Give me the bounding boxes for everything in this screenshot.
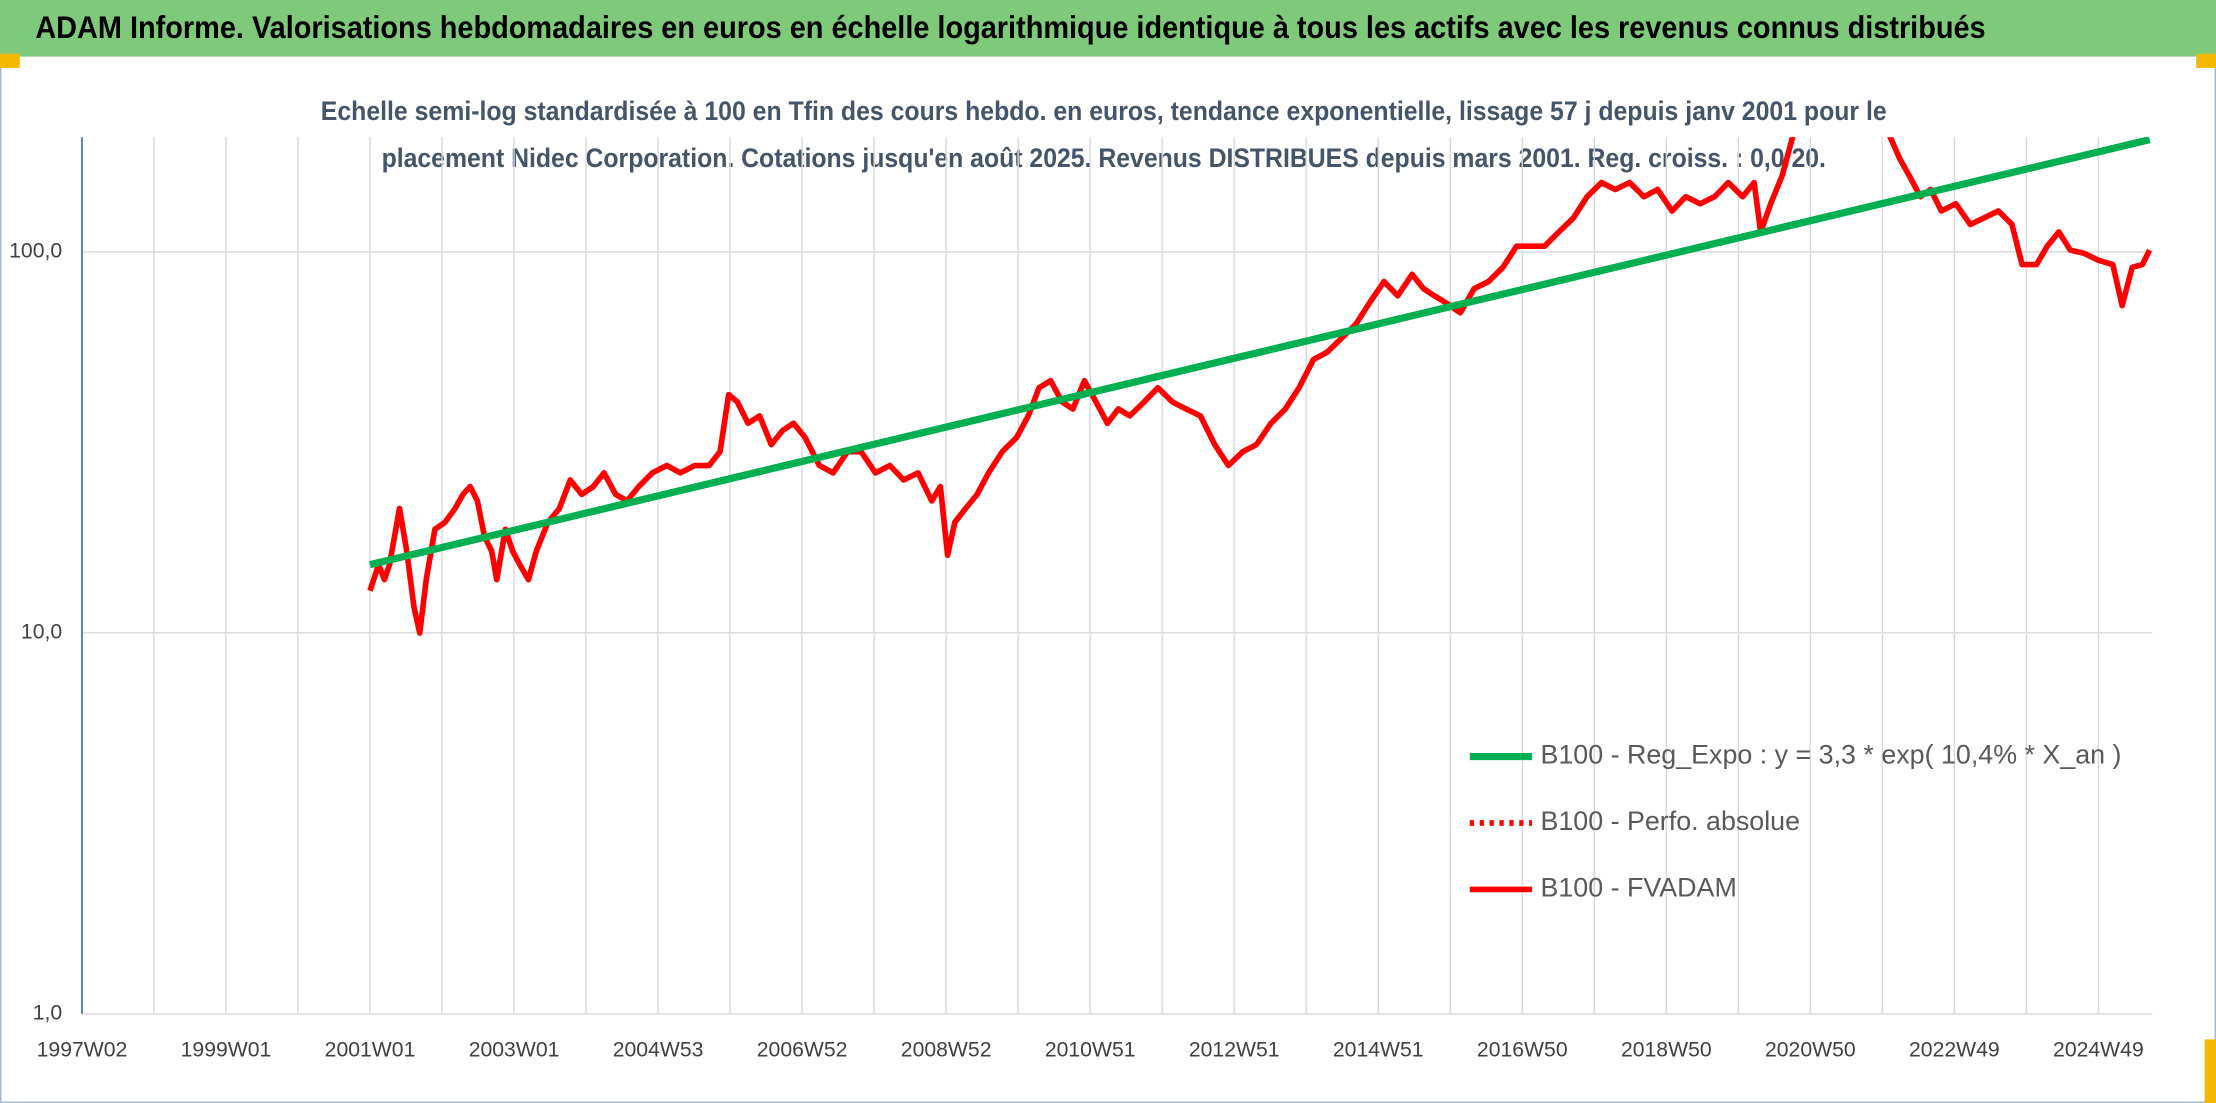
series-line	[369, 137, 2151, 569]
chart-subtitle: placement Nidec Corporation. Cotations j…	[382, 143, 1826, 173]
x-tick-label: 2022W49	[1909, 1038, 2000, 1061]
x-tick-label: 2008W52	[901, 1038, 992, 1061]
grid: 1997W02 1999W01 2001W01 2003W01 2004W53 2006W…	[9, 137, 2153, 1061]
corner-mark	[2204, 1039, 2216, 1103]
x-tick-label: 2001W01	[325, 1038, 416, 1061]
x-tick-label: 2010W51	[1045, 1038, 1136, 1061]
legend-label: B100 - Perfo. absolue	[1540, 806, 1800, 836]
x-tick-label: 2018W50	[1621, 1038, 1712, 1061]
header-band	[0, 0, 2216, 57]
legend: B100 - Reg_Expo : y = 3,3 * exp( 10,4% *…	[1469, 740, 2122, 903]
plot-area	[367, 137, 2153, 636]
x-tick-label: 2016W50	[1477, 1038, 1568, 1061]
chart-subtitle: Echelle semi-log standardisée à 100 en T…	[321, 96, 1887, 126]
y-tick-label: 1,0	[33, 1002, 62, 1025]
y-tick-label: 100,0	[9, 239, 62, 262]
legend-label: B100 - FVADAM	[1540, 873, 1736, 903]
corner-mark	[2196, 53, 2216, 68]
x-tick-label: 2003W01	[469, 1038, 560, 1061]
x-tick-label: 1997W02	[37, 1038, 128, 1061]
x-tick-label: 1999W01	[181, 1038, 272, 1061]
x-tick-label: 2012W51	[1189, 1038, 1280, 1061]
x-tick-label: 2004W53	[613, 1038, 704, 1061]
x-tick-label: 2006W52	[757, 1038, 848, 1061]
corner-mark	[0, 53, 20, 68]
x-tick-label: 2014W51	[1333, 1038, 1424, 1061]
x-tick-label: 2020W50	[1765, 1038, 1856, 1061]
legend-label: B100 - Reg_Expo : y = 3,3 * exp( 10,4% *…	[1540, 740, 2121, 770]
chart-title: ADAM Informe. Valorisations hebdomadaire…	[35, 10, 1985, 45]
x-tick-label: 2024W49	[2053, 1038, 2144, 1061]
y-tick-label: 10,0	[21, 620, 62, 643]
